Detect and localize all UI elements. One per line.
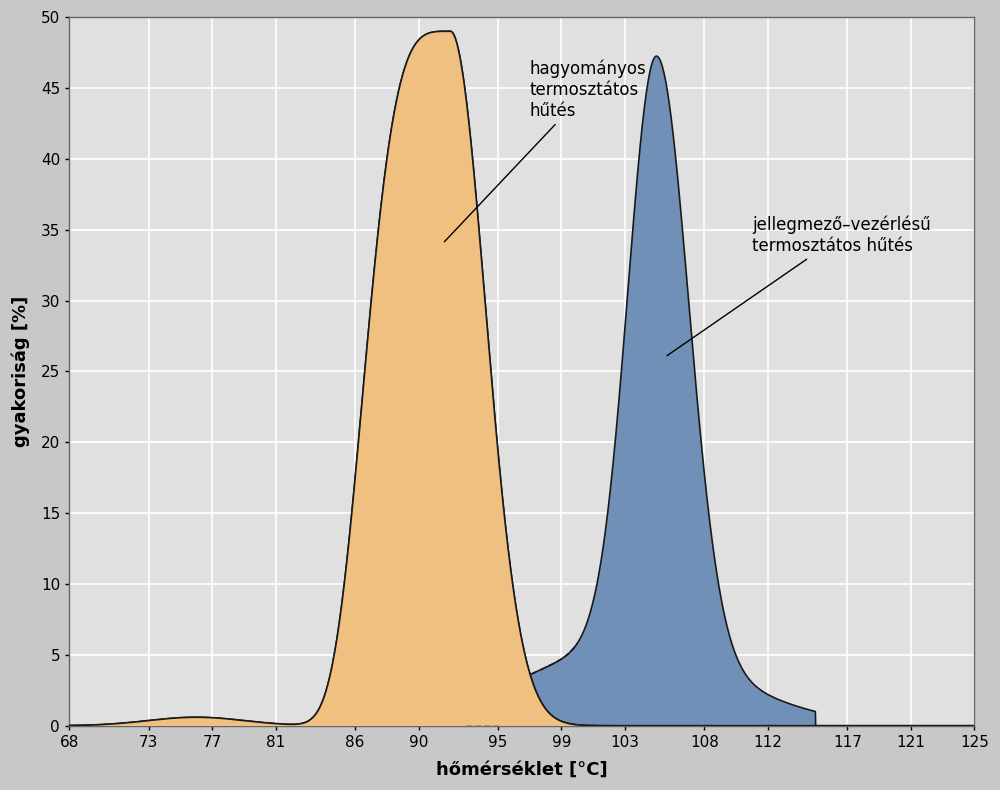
Y-axis label: gyakoriság [%]: gyakoriság [%] <box>11 295 30 447</box>
Text: jellegmező–vezérlésű
termosztátos hűtés: jellegmező–vezérlésű termosztátos hűtés <box>667 216 931 356</box>
Text: hagyományos
termosztátos
hűtés: hagyományos termosztátos hűtés <box>444 59 646 242</box>
X-axis label: hőmérséklet [°C]: hőmérséklet [°C] <box>436 761 608 779</box>
